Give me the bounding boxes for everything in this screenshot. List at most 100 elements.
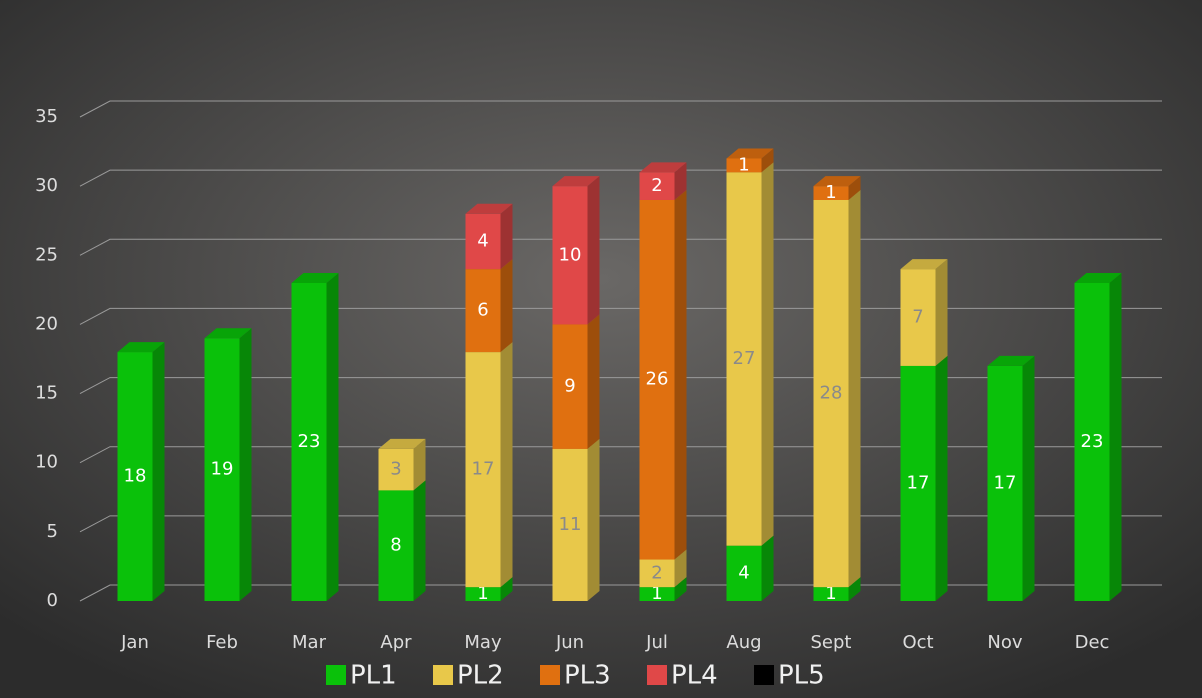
data-label: 18 [124,466,147,487]
legend-swatch [540,665,560,685]
bar-top [204,328,252,339]
bar-segment [378,490,414,601]
bar-side [413,438,426,491]
bar-segment [117,352,153,601]
bar-side [848,577,861,601]
x-tick-label: Mar [292,632,327,653]
legend-label: PL2 [457,661,504,691]
bar-side [500,203,513,270]
bar-segment [639,199,675,560]
grid-line [79,377,1162,395]
data-label: 10 [559,244,582,265]
data-label: 17 [994,472,1017,493]
y-tick-label: 30 [35,175,58,196]
bar-segment [726,172,762,546]
bar-segment [726,158,762,173]
bar-top [900,259,948,270]
data-label: 7 [912,307,923,328]
bar-top [639,162,687,173]
x-tick-label: Oct [902,632,933,653]
legend-swatch [754,665,774,685]
bar-segment [639,559,675,588]
grid-line [79,515,1162,533]
x-tick-label: Aug [726,632,761,653]
bar-side [761,535,774,601]
bar-segment [465,352,501,588]
bar-side [587,176,600,325]
data-label: 3 [390,459,401,480]
data-label: 17 [472,459,495,480]
bar-side [500,342,513,588]
x-tick-label: Feb [206,632,238,653]
data-label: 2 [651,175,662,196]
bar-segment [639,587,675,601]
bar-segment [465,587,501,601]
data-label: 1 [825,182,836,203]
data-label: 9 [564,376,575,397]
data-label: 26 [646,369,669,390]
y-tick-label: 20 [35,313,58,334]
bar-side [1109,272,1122,601]
data-label: 11 [559,514,582,535]
data-label: 8 [390,535,401,556]
bar-segment [900,269,936,366]
bar-top [378,438,426,449]
data-label: 23 [1081,431,1104,452]
grid-line [79,169,1162,187]
x-tick-label: Sept [811,632,852,653]
x-tick-label: Jan [120,632,149,653]
grid-line [79,584,1162,602]
bar-side [500,577,513,601]
data-label: 17 [907,472,930,493]
legend-label: PL4 [671,661,718,691]
legend-swatch [433,665,453,685]
data-label: 6 [477,300,488,321]
bar-segment [552,448,588,601]
bar-side [674,162,687,200]
x-tick-label: Jul [645,632,668,653]
bar-top [813,176,861,187]
bar-side [674,549,687,588]
data-label: 27 [733,348,756,369]
bar-top [291,272,339,283]
y-tick-label: 10 [35,452,58,473]
grid-line [79,307,1162,325]
bar-top [465,203,513,214]
bar-side [848,189,861,588]
bar-side [674,189,687,560]
legend-label: PL5 [778,661,825,691]
bar-segment [987,365,1023,601]
grid-line [79,100,1162,118]
bar-top [552,176,600,187]
data-label: 19 [211,459,234,480]
x-tick-label: Jun [555,632,584,653]
y-tick-label: 15 [35,383,58,404]
bar-segment [726,545,762,601]
bar-segment [813,199,849,588]
bar-side [935,259,948,366]
bar-side [761,162,774,546]
bar-segment [900,365,936,601]
data-label: 4 [477,230,488,251]
data-label: 1 [477,583,488,604]
data-label: 28 [820,383,843,404]
bar-segment [552,324,588,449]
y-tick-label: 0 [47,590,58,611]
bar-side [326,272,339,601]
x-tick-label: Nov [987,632,1022,653]
data-label: 23 [298,431,321,452]
bar-segment [813,587,849,601]
data-label: 1 [825,583,836,604]
bar-side [587,314,600,449]
bar-segment [639,172,675,200]
bar-side [1022,355,1035,601]
legend-swatch [326,665,346,685]
bar-top [987,355,1035,366]
bar-side [848,176,861,200]
bar-side [761,148,774,173]
bar-side [587,438,600,601]
bar-side [500,259,513,353]
bar-segment [465,213,501,270]
y-tick-label: 5 [47,521,58,542]
